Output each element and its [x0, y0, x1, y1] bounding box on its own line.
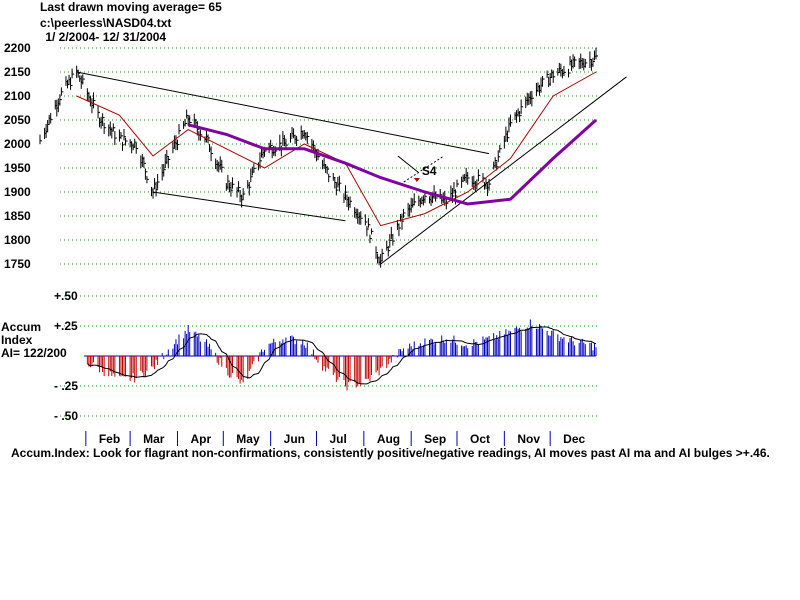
month-label: Dec: [563, 432, 585, 446]
month-label: Apr: [190, 432, 211, 446]
price-tick-label: 1950: [4, 161, 31, 175]
data-file-path: c:\peerless\NASD04.txt: [40, 16, 172, 30]
annotations: S4: [397, 155, 445, 183]
price-tick-label: 2150: [4, 65, 31, 79]
ai-tick-label: +.25: [54, 319, 78, 333]
price-tick-label: 1800: [4, 233, 31, 247]
short-moving-average: [76, 71, 597, 227]
price-tick-label: 2100: [4, 89, 31, 103]
price-tick-label: 2000: [4, 137, 31, 151]
month-label: Sep: [424, 432, 446, 446]
moving-average-lines: [76, 71, 598, 227]
date-range: 1/ 2/2004- 12/ 31/2004: [42, 30, 167, 44]
ai-moving-average: [87, 326, 597, 385]
month-label: Mar: [143, 432, 165, 446]
signal-arrow: [413, 178, 420, 182]
month-label: Feb: [99, 432, 120, 446]
long-moving-average-65: [187, 118, 598, 206]
trend-line: [152, 191, 346, 222]
trend-line: [380, 76, 627, 265]
month-label: Jun: [284, 432, 305, 446]
month-label: Nov: [517, 432, 540, 446]
chart-title: Last drawn moving average= 65: [40, 0, 222, 14]
price-tick-label: 2050: [4, 113, 31, 127]
trend-lines: [76, 71, 627, 265]
month-label: Oct: [470, 432, 490, 446]
month-label: Aug: [377, 432, 400, 446]
month-label: May: [236, 432, 260, 446]
signal-label-s4: S4: [422, 164, 437, 178]
ai-tick-label: +.50: [54, 289, 78, 303]
ai-panel-subtitle: Index: [1, 333, 33, 347]
month-label: Jul: [329, 432, 346, 446]
ai-tick-label: - .50: [54, 409, 78, 423]
ai-value: AI= 122/200: [1, 346, 67, 360]
ai-panel-title: Accum: [1, 320, 42, 334]
trend-line: [76, 71, 490, 155]
price-tick-label: 1850: [4, 209, 31, 223]
ai-bars: [86, 319, 597, 391]
ai-tick-label: - .25: [54, 379, 78, 393]
month-axis: Feb Mar Apr May Jun Jul Aug Sep Oct Nov Dec: [85, 431, 586, 446]
ai-y-axis: +.50 +.25 - .25 - .50: [54, 289, 78, 423]
price-tick-label: 1900: [4, 185, 31, 199]
price-y-axis: 2200 2150 2100 2050 2000 1950 1900 1850 1800 1750: [4, 41, 31, 271]
price-tick-label: 2200: [4, 41, 31, 55]
price-bars: [39, 47, 598, 268]
price-grid: [60, 47, 598, 265]
signal-pointer: [397, 155, 419, 173]
ai-moving-average-line: [87, 326, 597, 385]
price-tick-label: 1750: [4, 257, 31, 271]
footnote: Accum.Index: Look for flagrant non-confi…: [11, 446, 770, 460]
